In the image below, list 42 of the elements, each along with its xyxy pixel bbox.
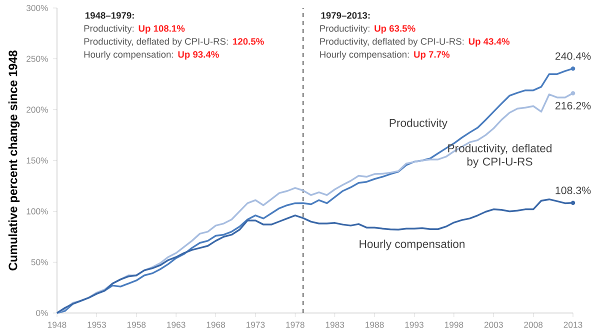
annotation: Up 43.4% [468, 38, 510, 47]
x-tick-label: 1958 [127, 322, 146, 328]
x-tick-label: 2013 [564, 322, 582, 328]
annotation: Hourly compensation: [320, 50, 409, 60]
y-tick-label: 200% [26, 106, 48, 113]
annotation: Productivity: [320, 24, 370, 34]
y-tick-label: 300% [26, 4, 48, 12]
x-tick-label: 1993 [405, 322, 424, 328]
series-label: Hourly compensation [360, 240, 464, 250]
y-tick-label: 0% [36, 310, 48, 316]
y-tick-label: 50% [31, 259, 48, 266]
annotation: Up 93.4% [178, 51, 219, 60]
annotation: 1948–1979: [86, 12, 134, 19]
annotation: Productivity: [84, 24, 134, 34]
data-label: 216.2% [555, 102, 591, 110]
annotation: 1979–2013: [321, 12, 370, 19]
y-tick-label: 250% [26, 56, 48, 62]
data-label: 240.4% [555, 52, 591, 60]
x-tick-label: 1973 [246, 322, 265, 328]
x-tick-label: 1978 [286, 322, 304, 328]
x-tick-label: 1953 [88, 322, 106, 328]
x-tick-label: 1968 [206, 322, 226, 328]
data-label: 108.3% [556, 186, 591, 194]
x-tick-label: 1983 [326, 322, 344, 328]
y-axis-title: Cumulative percent change since 1948 [8, 50, 20, 270]
annotation: Productivity, deflated by CPI-U-RS: [84, 38, 228, 47]
series-label: Productivity [390, 118, 448, 130]
y-tick-label: 150% [26, 157, 48, 164]
x-tick-label: 1948 [48, 322, 66, 328]
annotation: Hourly compensation: [84, 50, 173, 60]
x-tick-label: 1988 [366, 322, 384, 328]
annotation: Up 108.1% [138, 25, 185, 34]
annotation: Up 63.5% [374, 25, 416, 34]
annotation: 120.5% [233, 38, 264, 45]
annotation: Up 7.7% [414, 51, 450, 60]
y-tick-label: 100% [26, 208, 48, 214]
x-tick-label: 2008 [524, 322, 543, 328]
x-tick-label: 1963 [167, 322, 186, 328]
x-tick-label: 2003 [484, 322, 503, 328]
annotation: Productivity, deflated by CPI-U-RS: [320, 38, 464, 47]
series-label: Productivity, deflated by CPI-U-RS [448, 144, 552, 168]
x-tick-label: 1998 [444, 322, 464, 328]
